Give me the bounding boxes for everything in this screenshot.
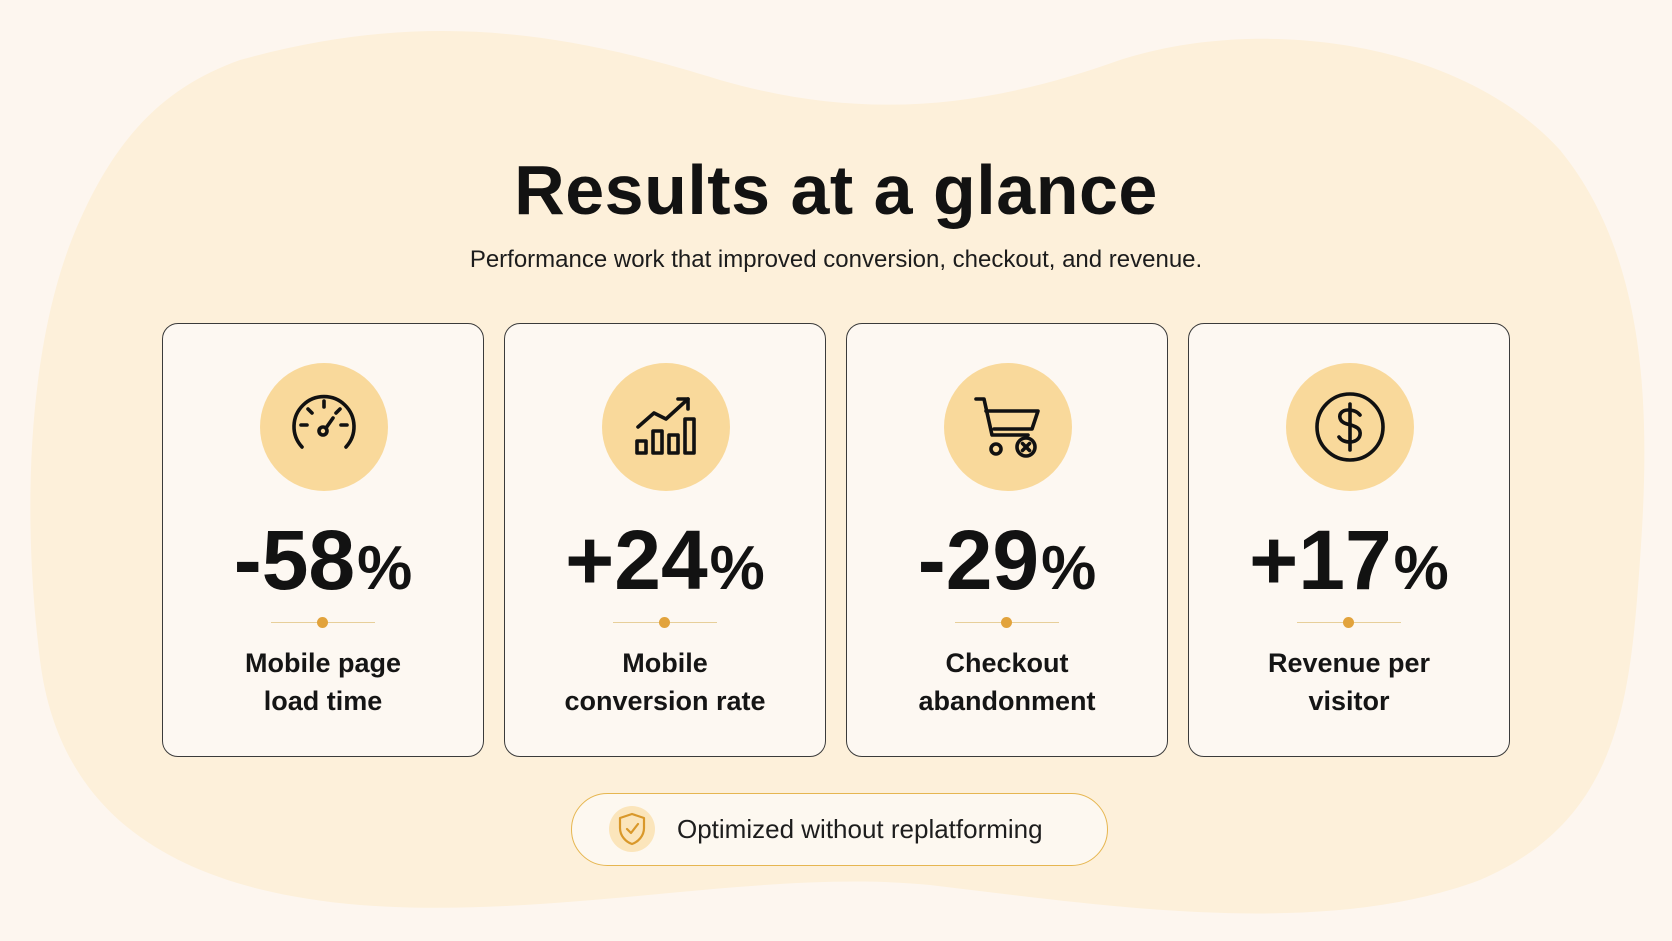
metric-value: -29% (847, 510, 1167, 619)
metric-label: Mobile page load time (183, 644, 463, 720)
metric-number: -29 (917, 513, 1040, 607)
metric-number: -58 (233, 513, 356, 607)
metric-label-line2: conversion rate (564, 686, 766, 716)
metric-card-revenue: +17% Revenue per visitor (1188, 323, 1510, 757)
metric-label-line1: Checkout (945, 648, 1069, 678)
divider (613, 617, 717, 629)
icon-circle (1286, 363, 1414, 491)
metric-label-line2: abandonment (918, 686, 1096, 716)
dollar-icon (1315, 392, 1385, 462)
metric-label-line2: load time (263, 686, 383, 716)
metric-unit: % (1393, 534, 1449, 603)
metric-number: +24 (565, 513, 708, 607)
replatforming-badge: Optimized without replatforming (571, 793, 1108, 866)
metric-label-line2: visitor (1308, 686, 1390, 716)
metric-label: Checkout abandonment (867, 644, 1147, 720)
divider (1297, 617, 1401, 629)
growth-chart-icon (635, 397, 696, 455)
cart-remove-icon (974, 397, 1040, 458)
metric-number: +17 (1249, 513, 1392, 607)
metric-label: Mobile conversion rate (525, 644, 805, 720)
metric-label-line1: Mobile (622, 648, 708, 678)
shield-check-icon (618, 812, 646, 846)
speedometer-icon (292, 394, 356, 449)
metric-unit: % (357, 534, 413, 603)
icon-circle (602, 363, 730, 491)
metric-unit: % (1041, 534, 1097, 603)
metric-value: +24% (505, 510, 825, 619)
page-subtitle: Performance work that improved conversio… (469, 246, 1203, 273)
metric-value: -58% (163, 510, 483, 619)
badge-icon-circle (609, 806, 655, 852)
metric-card-conversion: +24% Mobile conversion rate (504, 323, 826, 757)
metric-card-load-time: -58% Mobile page load time (162, 323, 484, 757)
divider (271, 617, 375, 629)
icon-circle (944, 363, 1072, 491)
metric-card-checkout: -29% Checkout abandonment (846, 323, 1168, 757)
divider (955, 617, 1059, 629)
metric-label: Revenue per visitor (1209, 644, 1489, 720)
metric-label-line1: Mobile page (244, 648, 401, 678)
metric-unit: % (709, 534, 765, 603)
metric-value: +17% (1189, 510, 1509, 619)
page-title: Results at a glance (514, 151, 1158, 229)
badge-text: Optimized without replatforming (677, 814, 1043, 844)
metric-label-line1: Revenue per (1267, 648, 1431, 678)
icon-circle (260, 363, 388, 491)
